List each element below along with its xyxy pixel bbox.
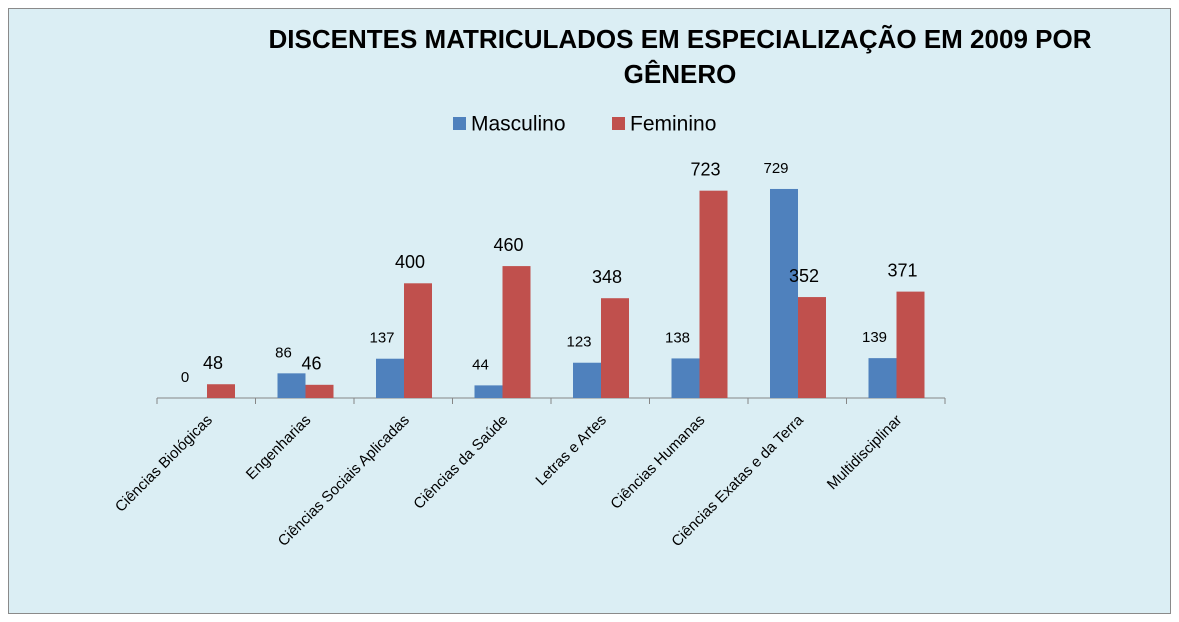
- data-label: 86: [275, 344, 292, 361]
- legend-swatch: [612, 117, 625, 130]
- bar: [474, 385, 503, 398]
- bar: [601, 298, 629, 398]
- data-label: 138: [665, 329, 690, 346]
- data-label: 0: [181, 369, 189, 386]
- data-label: 137: [369, 330, 394, 347]
- data-label: 729: [763, 160, 788, 177]
- data-label: 46: [301, 354, 321, 374]
- bar: [277, 373, 306, 398]
- bar: [305, 384, 334, 398]
- legend-swatch: [453, 117, 466, 130]
- bar: [868, 358, 897, 398]
- bar: [896, 291, 925, 398]
- data-label: 400: [395, 252, 425, 272]
- data-label: 371: [887, 260, 917, 280]
- bar: [404, 283, 432, 398]
- bar: [671, 358, 700, 398]
- bar: [573, 362, 601, 398]
- bar: [770, 188, 798, 398]
- data-label: 352: [789, 266, 819, 286]
- data-label: 44: [472, 356, 489, 373]
- data-label: 723: [690, 159, 720, 179]
- legend-label: Feminino: [630, 113, 716, 136]
- data-label: 139: [862, 329, 887, 346]
- bar: [376, 358, 404, 398]
- data-label: 348: [592, 267, 622, 287]
- chart-title: DISCENTES MATRICULADOS EM ESPECIALIZAÇÃO…: [268, 24, 1092, 89]
- legend-label: Masculino: [471, 113, 566, 136]
- chart-area: [8, 8, 1171, 614]
- bar: [207, 384, 235, 398]
- data-label: 460: [493, 235, 523, 255]
- bar: [699, 190, 728, 398]
- bar: [798, 297, 826, 398]
- data-label: 123: [566, 334, 591, 351]
- data-label: 48: [203, 353, 223, 373]
- bar: [502, 266, 531, 398]
